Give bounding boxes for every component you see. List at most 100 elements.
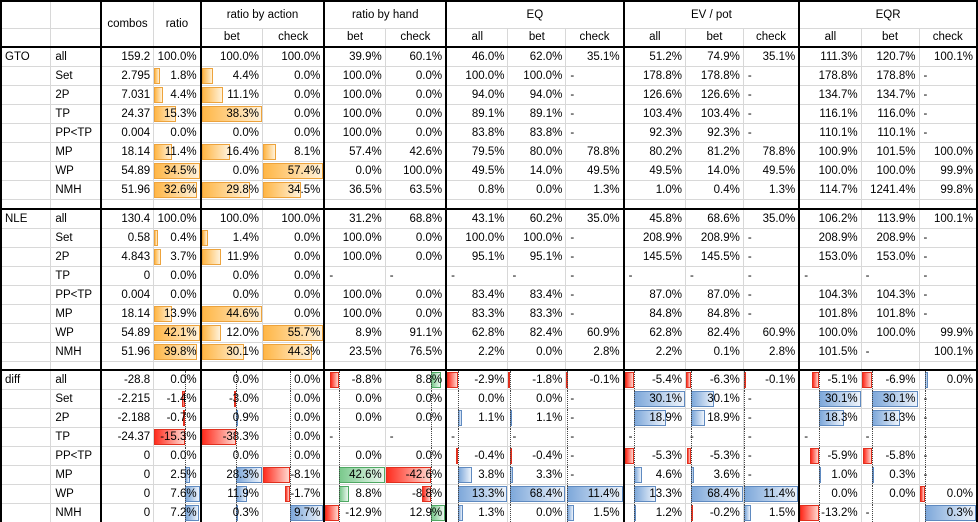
group-header-ev-pot[interactable]: EV / pot xyxy=(622,0,800,29)
cell-combos[interactable]: 0 xyxy=(99,503,155,522)
cell-ev_bet[interactable]: 92.3% xyxy=(685,123,744,143)
cell-eqr_bet[interactable]: 120.7% xyxy=(860,46,920,67)
cell-rbh_check[interactable]: - xyxy=(384,265,447,286)
hand-label[interactable]: 2P xyxy=(50,246,102,267)
empty-cell[interactable] xyxy=(384,360,447,371)
cell-eq_all[interactable]: 100.0% xyxy=(445,66,509,86)
cell-rba_check[interactable]: 34.5% xyxy=(262,180,325,200)
cell-rba_check[interactable]: -8.1% xyxy=(262,465,325,485)
cell-eq_bet[interactable]: 0.0% xyxy=(507,180,567,200)
cell-eqr_check[interactable]: - xyxy=(918,303,978,324)
cell-eqr_all[interactable]: 114.7% xyxy=(798,180,862,200)
empty-cell[interactable] xyxy=(0,265,52,286)
cell-ev_bet[interactable]: 14.0% xyxy=(685,161,744,181)
hand-label[interactable]: all xyxy=(50,46,102,67)
empty-cell[interactable] xyxy=(0,446,52,466)
hand-label[interactable]: TP xyxy=(50,104,102,124)
empty-cell[interactable] xyxy=(622,360,686,371)
cell-ev_all[interactable]: 80.2% xyxy=(622,142,686,162)
cell-rba_bet[interactable]: 0.0% xyxy=(199,369,263,390)
cell-ev_all[interactable]: 103.4% xyxy=(622,104,686,124)
cell-rba_bet[interactable]: -3.0% xyxy=(199,389,263,409)
cell-ev_bet[interactable]: 18.9% xyxy=(685,408,744,428)
cell-rba_bet[interactable]: -38.3% xyxy=(199,427,263,447)
cell-eq_all[interactable]: 89.1% xyxy=(445,104,509,124)
empty-cell[interactable] xyxy=(153,199,202,209)
cell-eqr_bet[interactable]: -6.9% xyxy=(860,369,920,390)
cell-rba_bet[interactable]: 0.0% xyxy=(199,265,263,286)
cell-ev_check[interactable]: - xyxy=(742,446,800,466)
cell-eq_all[interactable]: 62.8% xyxy=(445,322,509,343)
cell-rbh_bet[interactable]: - xyxy=(323,427,386,447)
cell-ev_all[interactable]: 84.8% xyxy=(622,303,686,324)
cell-combos[interactable]: 0 xyxy=(99,265,155,286)
cell-eqr_all[interactable]: 104.3% xyxy=(798,284,862,305)
cell-eq_bet[interactable]: 94.0% xyxy=(507,85,567,105)
subheader-ev-all[interactable]: all xyxy=(622,28,686,48)
cell-ratio[interactable]: 3.7% xyxy=(153,246,202,267)
cell-ev_bet[interactable]: 30.1% xyxy=(685,389,744,409)
empty-cell[interactable] xyxy=(0,303,52,324)
cell-eqr_check[interactable]: 99.9% xyxy=(918,161,978,181)
cell-eqr_all[interactable]: - xyxy=(798,427,862,447)
empty-cell[interactable] xyxy=(742,199,800,209)
cell-ratio[interactable]: 11.4% xyxy=(153,142,202,162)
cell-rba_check[interactable]: 0.0% xyxy=(262,265,325,286)
cell-ev_check[interactable]: 49.5% xyxy=(742,161,800,181)
hand-label[interactable]: MP xyxy=(50,142,102,162)
cell-eqr_bet[interactable]: -5.8% xyxy=(860,446,920,466)
cell-eq_bet[interactable]: 62.0% xyxy=(507,46,567,67)
cell-ev_check[interactable]: -0.1% xyxy=(742,369,800,390)
cell-eqr_bet[interactable]: 100.0% xyxy=(860,322,920,343)
cell-eq_bet[interactable]: - xyxy=(507,265,567,286)
cell-rbh_bet[interactable]: 100.0% xyxy=(323,104,386,124)
cell-eq_check[interactable]: 35.0% xyxy=(565,207,625,229)
cell-rbh_check[interactable]: 0.0% xyxy=(384,123,447,143)
cell-rbh_bet[interactable]: 57.4% xyxy=(323,142,386,162)
cell-combos[interactable]: 130.4 xyxy=(99,207,155,229)
cell-combos[interactable]: 51.96 xyxy=(99,180,155,200)
cell-rbh_bet[interactable]: 36.5% xyxy=(323,180,386,200)
empty-cell[interactable] xyxy=(384,199,447,209)
cell-eq_all[interactable]: - xyxy=(445,265,509,286)
hand-label[interactable]: TP xyxy=(50,427,102,447)
cell-rba_bet[interactable]: 0.0% xyxy=(199,161,263,181)
cell-eq_all[interactable]: 100.0% xyxy=(445,227,509,248)
cell-ev_check[interactable]: - xyxy=(742,246,800,267)
cell-eqr_all[interactable]: 116.1% xyxy=(798,104,862,124)
cell-rbh_check[interactable]: 0.0% xyxy=(384,66,447,86)
cell-ev_bet[interactable]: - xyxy=(685,427,744,447)
empty-cell[interactable] xyxy=(50,360,102,371)
cell-rba_bet[interactable]: 0.0% xyxy=(199,446,263,466)
cell-eqr_all[interactable]: 111.3% xyxy=(798,46,862,67)
empty-cell[interactable] xyxy=(622,199,686,209)
cell-ev_all[interactable]: 51.2% xyxy=(622,46,686,67)
hand-label[interactable]: PP<TP xyxy=(50,284,102,305)
cell-eqr_check[interactable]: 100.1% xyxy=(918,341,978,362)
group-header-ratio-by-hand[interactable]: ratio by hand xyxy=(323,0,447,29)
cell-rbh_bet[interactable]: -8.8% xyxy=(323,369,386,390)
cell-eq_all[interactable]: 1.1% xyxy=(445,408,509,428)
cell-combos[interactable]: 0 xyxy=(99,465,155,485)
cell-ev_all[interactable]: 4.6% xyxy=(622,465,686,485)
cell-ev_bet[interactable]: 81.2% xyxy=(685,142,744,162)
cell-eq_bet[interactable]: 83.4% xyxy=(507,284,567,305)
cell-rba_bet[interactable]: 0.0% xyxy=(199,284,263,305)
hand-label[interactable]: PP<TP xyxy=(50,123,102,143)
cell-ev_bet[interactable]: 68.4% xyxy=(685,484,744,504)
empty-cell[interactable] xyxy=(0,389,52,409)
cell-ev_check[interactable]: - xyxy=(742,389,800,409)
cell-combos[interactable]: 159.2 xyxy=(99,46,155,67)
cell-eqr_check[interactable]: - xyxy=(918,123,978,143)
cell-rba_check[interactable]: 9.7% xyxy=(262,503,325,522)
cell-ev_all[interactable]: 92.3% xyxy=(622,123,686,143)
section-label-diff[interactable]: diff xyxy=(0,369,52,390)
cell-ratio[interactable]: 4.4% xyxy=(153,85,202,105)
cell-combos[interactable]: 18.14 xyxy=(99,303,155,324)
cell-eqr_check[interactable]: 100.1% xyxy=(918,207,978,229)
cell-eqr_all[interactable]: 18.3% xyxy=(798,408,862,428)
cell-eqr_check[interactable]: - xyxy=(918,389,978,409)
cell-rba_bet[interactable]: 100.0% xyxy=(199,46,263,67)
cell-eq_check[interactable]: -0.1% xyxy=(565,369,625,390)
empty-cell[interactable] xyxy=(0,408,52,428)
